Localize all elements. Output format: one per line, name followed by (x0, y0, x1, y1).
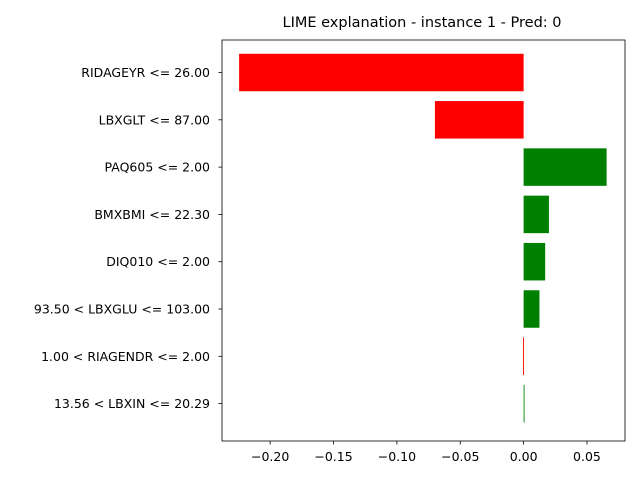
bar-3 (523, 148, 607, 186)
bar-5 (523, 242, 546, 281)
x-tick-label: −0.05 (441, 449, 479, 464)
x-tick-label: 0.05 (573, 449, 601, 464)
y-tick-label: 1.00 < RIAGENDR <= 2.00 (41, 349, 210, 364)
y-tick-label: PAQ605 <= 2.00 (105, 160, 211, 175)
bar-7 (522, 337, 524, 376)
x-tick-label: −0.20 (251, 449, 289, 464)
bar-8 (523, 384, 525, 423)
y-tick-label: 93.50 < LBXGLU <= 103.00 (34, 302, 210, 317)
y-tick-label: RIDAGEYR <= 26.00 (81, 65, 210, 80)
bar-2 (434, 101, 524, 139)
x-tick-label: −0.10 (378, 449, 416, 464)
y-tick-label: LBXGLT <= 87.00 (99, 112, 210, 127)
y-tick-label: BMXBMI <= 22.30 (94, 207, 210, 222)
x-tick-label: −0.15 (314, 449, 352, 464)
plot-frame (221, 39, 626, 442)
bar-6 (523, 290, 540, 328)
y-tick-label: 13.56 < LBXIN <= 20.29 (54, 396, 210, 411)
chart-title: LIME explanation - instance 1 - Pred: 0 (283, 15, 562, 31)
y-tick-label: DIQ010 <= 2.00 (106, 254, 210, 269)
x-tick-label: 0.00 (510, 449, 538, 464)
bar-1 (239, 53, 524, 92)
bar-4 (523, 195, 549, 234)
